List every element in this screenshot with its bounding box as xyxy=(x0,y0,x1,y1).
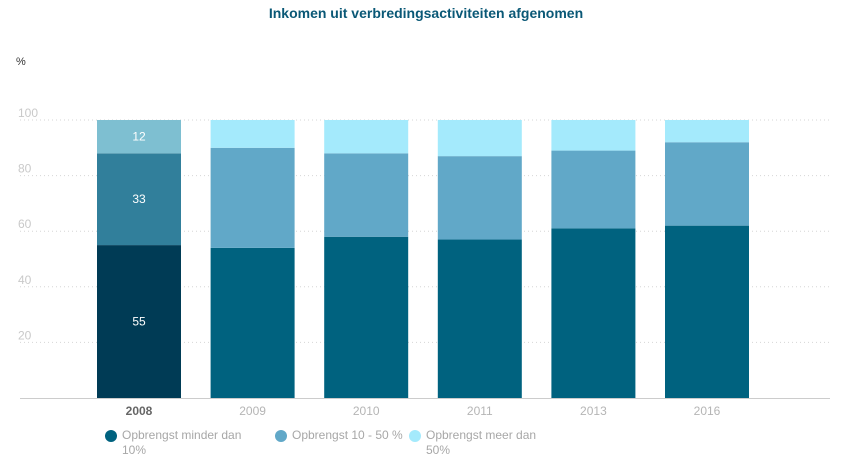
data-label-2008-series-1: 55 xyxy=(132,315,146,329)
legend-dot-over-50 xyxy=(409,430,421,442)
data-label-2008-series-2: 33 xyxy=(132,192,146,206)
y-tick-label-60: 60 xyxy=(18,217,32,231)
legend-label-over-50: Opbrengst meer dan 50% xyxy=(426,428,537,457)
legend: Opbrengst minder dan 10% Opbrengst 10 - … xyxy=(0,428,852,464)
legend-dot-under-10 xyxy=(105,430,117,442)
legend-label-10-50: Opbrengst 10 - 50 % xyxy=(292,428,403,442)
x-tick-label-2016: 2016 xyxy=(694,404,721,418)
bar-2009-series-3 xyxy=(210,120,295,148)
x-tick-label-2009: 2009 xyxy=(239,404,266,418)
stacked-bar-chart: % 20 40 60 80 100 55 33 12 2008 2009 2010 2011 2013 20… xyxy=(16,56,830,418)
x-tick-label-2011: 2011 xyxy=(467,404,493,418)
x-tick-label-2010: 2010 xyxy=(353,404,380,418)
legend-dot-10-50 xyxy=(275,430,287,442)
bar-2011-series-1 xyxy=(437,239,522,398)
bar-2008-series-2 xyxy=(97,153,181,246)
bar-2013-series-2 xyxy=(551,150,636,229)
y-tick-label-80: 80 xyxy=(18,162,32,176)
legend-item-under-10[interactable]: Opbrengst minder dan 10% xyxy=(105,428,265,458)
bar-2016-series-3 xyxy=(665,120,749,143)
bar-2010-series-3 xyxy=(324,120,409,154)
legend-item-over-50[interactable]: Opbrengst meer dan 50% xyxy=(409,428,569,458)
bar-2016-series-1 xyxy=(665,225,749,398)
bar-2009-series-1 xyxy=(210,247,295,398)
bar-2010-series-1 xyxy=(324,236,409,398)
bar-2016-series-2 xyxy=(665,142,749,226)
y-tick-label-20: 20 xyxy=(18,328,32,342)
bar-2013-series-1 xyxy=(551,228,636,398)
bar-2010-series-2 xyxy=(324,153,409,237)
y-axis-unit-label: % xyxy=(16,56,26,68)
x-tick-label-2013: 2013 xyxy=(580,404,607,418)
y-tick-label-40: 40 xyxy=(18,273,32,287)
y-tick-label-100: 100 xyxy=(18,106,38,120)
chart-title: Inkomen uit verbredingsactiviteiten afge… xyxy=(268,5,584,21)
legend-item-10-50[interactable]: Opbrengst 10 - 50 % xyxy=(275,428,435,443)
bar-2008-series-1 xyxy=(97,245,181,398)
x-tick-label-2008: 2008 xyxy=(126,404,153,418)
bar-2011-series-3 xyxy=(437,120,522,157)
bar-2008-series-3 xyxy=(97,120,181,154)
bar-2011-series-2 xyxy=(437,156,522,240)
legend-label-under-10: Opbrengst minder dan 10% xyxy=(122,428,242,457)
bar-2009-series-2 xyxy=(210,147,295,248)
bar-2013-series-3 xyxy=(551,120,636,151)
data-label-2008-series-3: 12 xyxy=(132,130,146,144)
